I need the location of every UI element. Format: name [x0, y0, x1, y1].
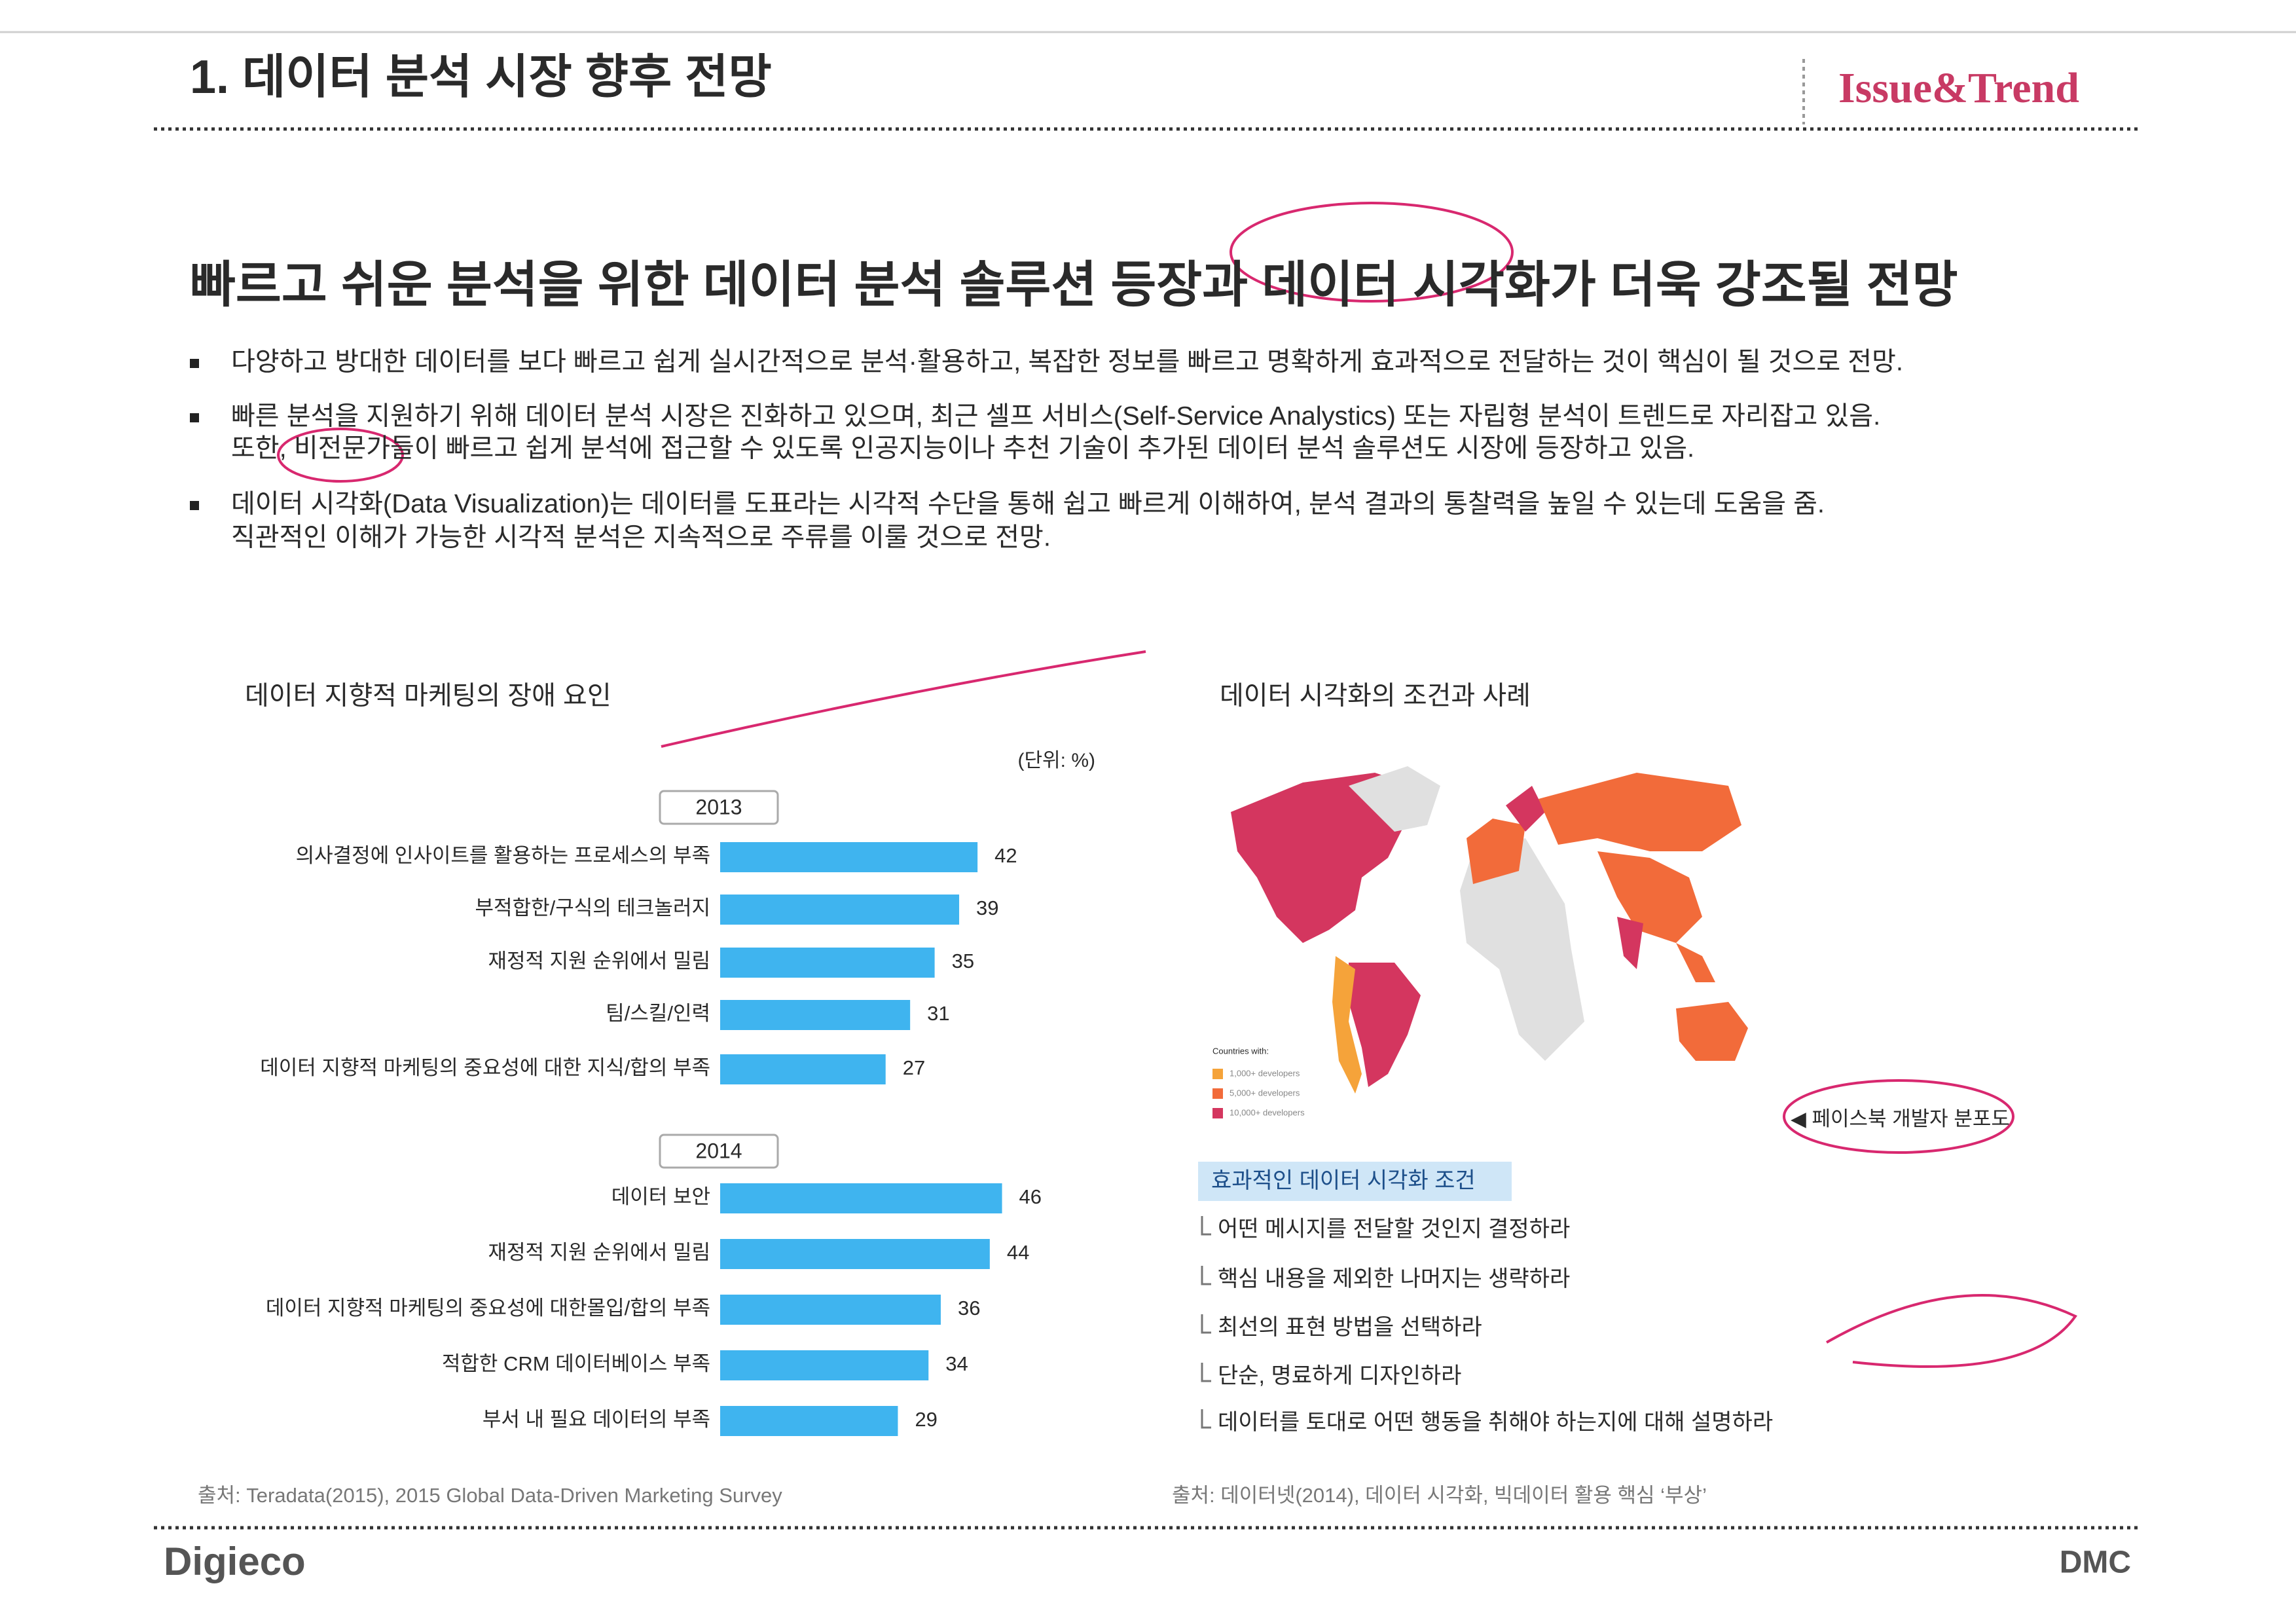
value-label: 31 — [927, 1002, 949, 1025]
value-label: 42 — [994, 844, 1017, 867]
chart-title: 2014 — [695, 1139, 742, 1162]
bar — [720, 1295, 941, 1325]
annotations — [277, 202, 2078, 1368]
category-label: 재정적 지원 순위에서 밀림 — [488, 1241, 710, 1264]
page-title: 1. 데이터 분석 시장 향후 전망 — [190, 51, 772, 103]
section-title: 데이터 시각화의 조건과 사례 — [1220, 682, 1531, 710]
bullet-text: 또한, 비전문가들이 빠르고 쉽게 분석에 접근할 수 있도록 인공지능이나 추… — [231, 434, 1694, 463]
category-label: 적합한 CRM 데이터베이스 부족 — [442, 1352, 710, 1375]
footer-logo: DMC — [2060, 1545, 2131, 1580]
bar — [720, 1239, 990, 1269]
footer-logo: Digieco — [164, 1540, 306, 1583]
category-label: 데이터 보안 — [611, 1185, 710, 1208]
bullet-marker — [190, 501, 199, 510]
bar — [720, 1406, 898, 1436]
bar — [720, 1000, 911, 1030]
tree-connector — [1201, 1216, 1211, 1236]
value-label: 34 — [945, 1352, 968, 1375]
value-label: 44 — [1007, 1241, 1029, 1264]
map-caption: ◀ 페이스북 개발자 분포도 — [1791, 1107, 2010, 1130]
legend-swatch — [1212, 1088, 1223, 1099]
bullet-marker — [190, 413, 199, 422]
bullet-text: 데이터 시각화(Data Visualization)는 데이터를 도표라는 시… — [231, 490, 1825, 519]
value-label: 27 — [903, 1056, 925, 1079]
year-box — [659, 1134, 779, 1169]
bullet-marker — [190, 359, 199, 368]
tree-connector — [1201, 1314, 1211, 1334]
bar — [720, 895, 960, 925]
category-label: 팀/스킬/인력 — [606, 1002, 710, 1025]
bar — [720, 1350, 929, 1380]
category-label: 데이터 지향적 마케팅의 중요성에 대한 지식/합의 부족 — [260, 1056, 710, 1079]
category-label: 부적합한/구식의 테크놀러지 — [475, 896, 710, 919]
world-map — [1231, 766, 1748, 1094]
legend-swatch — [1212, 1108, 1223, 1118]
category-label: 재정적 지원 순위에서 밀림 — [488, 950, 710, 972]
bullet-text: 직관적인 이해가 가능한 시각적 분석은 지속적으로 주류를 이룰 것으로 전망… — [231, 523, 1051, 552]
bar — [720, 948, 935, 978]
condition-item: 최선의 표현 방법을 선택하라 — [1218, 1315, 1482, 1340]
tree-connector — [1201, 1266, 1211, 1285]
source: 출처: 데이터넷(2014), 데이터 시각화, 빅데이터 활용 핵심 ‘부상’ — [1172, 1484, 1707, 1507]
condition-title: 효과적인 데이터 시각화 조건 — [1211, 1168, 1476, 1193]
value-label: 39 — [976, 896, 998, 919]
bar — [720, 1183, 1002, 1213]
section-title: 데이터 지향적 마케팅의 장애 요인 — [245, 682, 611, 710]
value-label: 36 — [958, 1297, 980, 1320]
bar — [720, 842, 978, 872]
tree-connector — [1201, 1363, 1211, 1382]
legend-label: 10,000+ developers — [1230, 1107, 1305, 1117]
legend-label: 5,000+ developers — [1230, 1088, 1300, 1098]
condition-item: 데이터를 토대로 어떤 행동을 취해야 하는지에 대해 설명하라 — [1218, 1410, 1773, 1435]
category-label: 데이터 지향적 마케팅의 중요성에 대한몰입/합의 부족 — [266, 1297, 710, 1320]
condition-box — [1198, 1162, 1512, 1201]
legend-label: 1,000+ developers — [1230, 1068, 1300, 1078]
legend-title: Countries with: — [1212, 1046, 1269, 1056]
bar — [720, 1054, 886, 1084]
legend-swatch — [1212, 1069, 1223, 1079]
unit-label: (단위: %) — [1017, 750, 1095, 771]
category-label: 의사결정에 인사이트를 활용하는 프로세스의 부족 — [296, 844, 710, 867]
category-label: 부서 내 필요 데이터의 부족 — [483, 1408, 710, 1431]
bullet-text: 빠른 분석을 지원하기 위해 데이터 분석 시장은 진화하고 있으며, 최근 셀… — [231, 402, 1880, 431]
bullet-text: 다양하고 방대한 데이터를 보다 빠르고 쉽게 실시간적으로 분석·활용하고, … — [231, 348, 1903, 377]
value-label: 46 — [1019, 1185, 1042, 1208]
chart-title: 2013 — [695, 795, 742, 819]
brand: Issue&Trend — [1838, 64, 2079, 112]
source: 출처: Teradata(2015), 2015 Global Data-Dri… — [198, 1484, 782, 1507]
year-box — [659, 790, 779, 825]
condition-item: 단순, 명료하게 디자인하라 — [1218, 1363, 1461, 1388]
headline: 빠르고 쉬운 분석을 위한 데이터 분석 솔루션 등장과 데이터 시각화가 더욱… — [190, 257, 1958, 313]
condition-item: 어떤 메시지를 전달할 것인지 결정하라 — [1218, 1217, 1570, 1242]
value-label: 29 — [915, 1408, 937, 1431]
tree-connector — [1201, 1409, 1211, 1429]
value-label: 35 — [952, 950, 974, 972]
condition-item: 핵심 내용을 제외한 나머지는 생략하라 — [1218, 1266, 1570, 1291]
